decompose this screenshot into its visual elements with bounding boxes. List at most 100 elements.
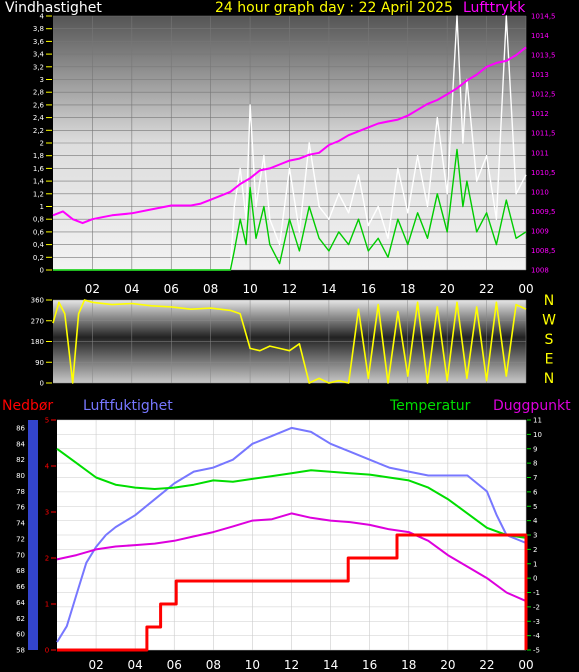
time-tick-label: 02 (88, 658, 103, 672)
wind-speed-tick-label: 0,2 (33, 254, 44, 262)
temperature-tick-label: 6 (533, 488, 538, 496)
temperature-tick-label: -3 (533, 618, 540, 626)
pressure-tick-label: 1012 (531, 110, 549, 118)
time-tick-label: 00 (518, 282, 533, 296)
pressure-tick-label: 1014,5 (531, 13, 556, 21)
time-tick-label: 14 (321, 282, 336, 296)
time-tick-label: 08 (203, 282, 218, 296)
humidity-tick-label: 68 (16, 567, 25, 575)
time-tick-label: 10 (245, 658, 260, 672)
temperature-tick-label: 4 (533, 517, 538, 525)
humidity-tick-label: 60 (16, 631, 25, 639)
temperature-tick-label: 10 (533, 431, 542, 439)
humidity-tick-label: 72 (16, 535, 25, 543)
wind-direction-tick-label: 360 (31, 297, 44, 305)
temperature-tick-label: -2 (533, 603, 540, 611)
temperature-tick-label: 0 (533, 575, 537, 583)
temperature-series (56, 447, 527, 539)
temperature-tick-label: 5 (533, 503, 537, 511)
wind-direction-series (52, 299, 527, 384)
temperature-tick-label: 9 (533, 445, 537, 453)
pressure-tick-label: 1010,5 (531, 169, 556, 177)
humidity-scale-bar (28, 420, 38, 650)
humidity-tick-label: 62 (16, 615, 25, 623)
rain-tick-label: 2 (45, 555, 49, 563)
temp-humidity-grid (57, 419, 527, 651)
wind-speed-tick-label: 0,6 (33, 228, 45, 236)
wind-speed-tick-label: 3 (40, 76, 44, 84)
temperature-title: Temperatur (389, 398, 471, 414)
temperature-tick-label: 11 (533, 417, 542, 425)
time-tick-label: 20 (440, 282, 455, 296)
rain-tick-label: 3 (45, 509, 49, 517)
pressure-tick-label: 1013,5 (531, 52, 556, 60)
compass-label-w: W (542, 313, 556, 329)
wind-speed-tick-label: 0,8 (33, 216, 44, 224)
wind-speed-tick-label: 1,4 (33, 178, 45, 186)
rain-tick-label: 4 (45, 463, 50, 471)
time-tick-label: 12 (284, 658, 299, 672)
wind-speed-tick-label: 0,4 (33, 241, 45, 249)
time-tick-label: 04 (124, 282, 139, 296)
time-tick-label: 06 (164, 282, 179, 296)
compass-label-n: N (544, 293, 554, 309)
time-tick-label: 18 (401, 658, 416, 672)
pressure-series (52, 46, 527, 225)
wind-direction-tick-label: 0 (40, 380, 44, 388)
time-tick-label: 04 (128, 658, 143, 672)
wind-speed-title: Vindhastighet (5, 0, 102, 16)
rain-title: Nedbør (2, 398, 53, 414)
wind-speed-tick-label: 1,2 (33, 190, 44, 198)
wind-speed-tick-label: 1,8 (33, 152, 44, 160)
compass-label-e: E (545, 352, 554, 368)
time-tick-label: 00 (518, 658, 533, 672)
pressure-tick-label: 1009 (531, 227, 549, 235)
humidity-tick-label: 64 (16, 599, 25, 607)
pressure-tick-label: 1009,5 (531, 208, 556, 216)
time-tick-label: 20 (440, 658, 455, 672)
wind-speed-tick-label: 3,2 (33, 63, 44, 71)
temperature-tick-label: 3 (533, 532, 537, 540)
pressure-tick-label: 1011 (531, 149, 549, 157)
wind-speed-tick-label: 3,8 (33, 25, 44, 33)
wind-speed-tick-label: 2,8 (33, 89, 44, 97)
temperature-tick-label: -5 (533, 647, 540, 655)
wind-gust-series (53, 15, 527, 271)
humidity-tick-label: 74 (16, 520, 25, 528)
pressure-tick-label: 1014 (531, 32, 549, 40)
wind-direction-grid (53, 299, 527, 384)
temperature-tick-label: -1 (533, 589, 540, 597)
wind-speed-tick-label: 4 (40, 13, 45, 21)
wind-speed-tick-label: 1 (40, 203, 44, 211)
pressure-tick-label: 1008,5 (531, 247, 556, 255)
time-tick-label: 18 (400, 282, 415, 296)
humidity-tick-label: 86 (16, 424, 25, 432)
humidity-title: Luftfuktighet (83, 398, 173, 414)
humidity-series (56, 426, 527, 643)
time-tick-label: 16 (361, 282, 376, 296)
humidity-tick-label: 80 (16, 472, 25, 480)
time-tick-label: 06 (167, 658, 182, 672)
time-tick-label: 02 (85, 282, 100, 296)
wind-speed-tick-label: 1,6 (33, 165, 45, 173)
pressure-title: Lufttrykk (463, 0, 526, 16)
compass-label-n: N (544, 371, 554, 387)
wind-speed-tick-label: 2,6 (33, 101, 45, 109)
wind-speed-tick-label: 3,6 (33, 38, 45, 46)
dewpoint-title: Duggpunkt (493, 398, 571, 414)
graph-date-title: 24 hour graph day : 22 April 2025 (215, 0, 453, 16)
humidity-tick-label: 78 (16, 488, 25, 496)
humidity-tick-label: 70 (16, 551, 25, 559)
temperature-tick-label: 2 (533, 546, 537, 554)
wind-average-series (53, 148, 527, 271)
time-tick-label: 08 (206, 658, 221, 672)
rain-tick-label: 5 (45, 417, 49, 425)
wind-pressure-grid (53, 15, 527, 271)
rain-series (57, 533, 528, 652)
pressure-tick-label: 1013 (531, 71, 549, 79)
time-tick-label: 12 (282, 282, 297, 296)
humidity-tick-label: 66 (16, 583, 25, 591)
time-tick-label: 22 (479, 658, 494, 672)
temperature-tick-label: -4 (533, 632, 541, 640)
